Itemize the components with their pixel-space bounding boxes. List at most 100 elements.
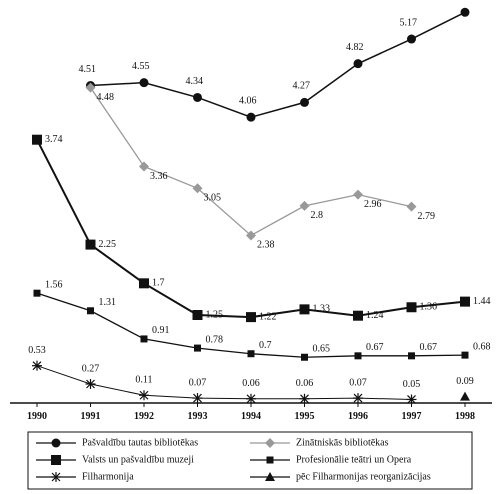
point bbox=[139, 278, 149, 289]
point bbox=[406, 201, 417, 212]
legend-label: Zinātniskās bibliotēkas bbox=[296, 437, 389, 448]
point bbox=[461, 351, 469, 359]
data-label: 5.55 bbox=[453, 0, 471, 2]
point bbox=[301, 353, 308, 361]
data-label: 0.09 bbox=[456, 376, 474, 387]
point-stroke bbox=[407, 395, 416, 404]
legend-marker bbox=[265, 472, 275, 481]
data-label: 2.25 bbox=[99, 239, 117, 250]
point bbox=[246, 230, 256, 241]
data-label: 2.8 bbox=[311, 210, 324, 221]
data-label: 4.34 bbox=[186, 76, 204, 87]
point bbox=[193, 92, 202, 102]
point bbox=[247, 350, 255, 358]
data-label: 5.17 bbox=[400, 17, 418, 28]
data-label: 4.48 bbox=[97, 92, 115, 103]
data-label: 0.53 bbox=[28, 345, 46, 356]
data-label: 4.51 bbox=[79, 64, 97, 75]
x-tick-label: 1991 bbox=[81, 411, 101, 422]
point-stroke bbox=[300, 394, 309, 404]
x-tick-label: 1996 bbox=[348, 411, 368, 422]
data-label: 0.7 bbox=[259, 340, 272, 351]
point bbox=[87, 307, 94, 315]
data-label: 0.78 bbox=[206, 334, 224, 345]
x-tick-label: 1992 bbox=[134, 411, 154, 422]
legend-marker bbox=[51, 472, 61, 482]
point bbox=[85, 378, 96, 389]
data-label: 0.27 bbox=[82, 363, 100, 374]
data-label: 1.31 bbox=[99, 297, 117, 308]
data-label: 2.96 bbox=[364, 199, 382, 210]
point-stroke bbox=[193, 393, 202, 403]
data-label: 3.05 bbox=[204, 193, 222, 204]
data-label: 1.25 bbox=[206, 309, 224, 320]
point-stroke bbox=[51, 472, 61, 482]
point bbox=[192, 310, 203, 320]
point bbox=[406, 302, 417, 313]
point bbox=[407, 34, 416, 44]
data-label: 2.38 bbox=[257, 240, 275, 251]
point bbox=[85, 82, 96, 93]
data-label: 0.91 bbox=[152, 325, 170, 336]
data-label: 1.24 bbox=[366, 310, 384, 321]
series-line bbox=[90, 11, 466, 118]
data-label: 1.56 bbox=[45, 279, 63, 290]
data-label: 4.82 bbox=[346, 42, 364, 53]
legend-label: Profesionālie teātri un Opera bbox=[296, 454, 412, 465]
point bbox=[33, 289, 41, 297]
data-label: 1.36 bbox=[420, 302, 438, 313]
legend-marker bbox=[265, 438, 275, 448]
point bbox=[139, 390, 149, 401]
point bbox=[354, 352, 362, 360]
data-label: 4.27 bbox=[293, 81, 311, 92]
point bbox=[192, 393, 203, 404]
data-label: 3.36 bbox=[150, 171, 168, 182]
x-tick-label: 1990 bbox=[27, 411, 47, 422]
point bbox=[353, 189, 363, 200]
x-tick-label: 1994 bbox=[241, 411, 261, 422]
point-stroke bbox=[32, 361, 42, 371]
point-stroke bbox=[246, 394, 256, 404]
point bbox=[85, 239, 96, 250]
data-label: 0.65 bbox=[313, 344, 331, 355]
legend-marker bbox=[51, 455, 61, 465]
series-line bbox=[36, 365, 412, 400]
point bbox=[408, 352, 415, 360]
data-label: 0.67 bbox=[420, 342, 438, 353]
point bbox=[246, 112, 256, 122]
data-label: 1.7 bbox=[152, 278, 165, 289]
point bbox=[353, 59, 363, 69]
data-label: 1.44 bbox=[473, 296, 491, 307]
legend-label: Valsts un pašvaldību muzeji bbox=[82, 454, 194, 465]
point bbox=[353, 393, 363, 404]
point-stroke bbox=[353, 393, 363, 403]
point bbox=[353, 310, 363, 321]
point bbox=[246, 393, 256, 404]
point bbox=[299, 393, 310, 404]
legend-marker bbox=[51, 438, 61, 448]
point bbox=[460, 391, 470, 401]
point bbox=[32, 360, 42, 371]
data-label: 0.06 bbox=[296, 378, 314, 389]
point bbox=[460, 296, 470, 307]
data-label: 0.07 bbox=[189, 377, 207, 388]
legend-box bbox=[27, 431, 473, 490]
point bbox=[32, 134, 42, 145]
data-label: 0.06 bbox=[242, 378, 260, 389]
point bbox=[300, 97, 309, 107]
point bbox=[139, 78, 149, 88]
data-label: 0.67 bbox=[366, 342, 384, 353]
point bbox=[460, 7, 470, 17]
x-tick-label: 1998 bbox=[455, 411, 475, 422]
point bbox=[246, 312, 256, 323]
data-label: 0.07 bbox=[349, 377, 367, 388]
point-stroke bbox=[139, 390, 149, 400]
point bbox=[192, 183, 203, 194]
data-label: 1.33 bbox=[313, 304, 331, 315]
data-label: 1.22 bbox=[259, 311, 277, 322]
data-label: 4.06 bbox=[239, 95, 257, 106]
data-label: 0.05 bbox=[403, 379, 421, 390]
x-tick-label: 1993 bbox=[188, 411, 208, 422]
